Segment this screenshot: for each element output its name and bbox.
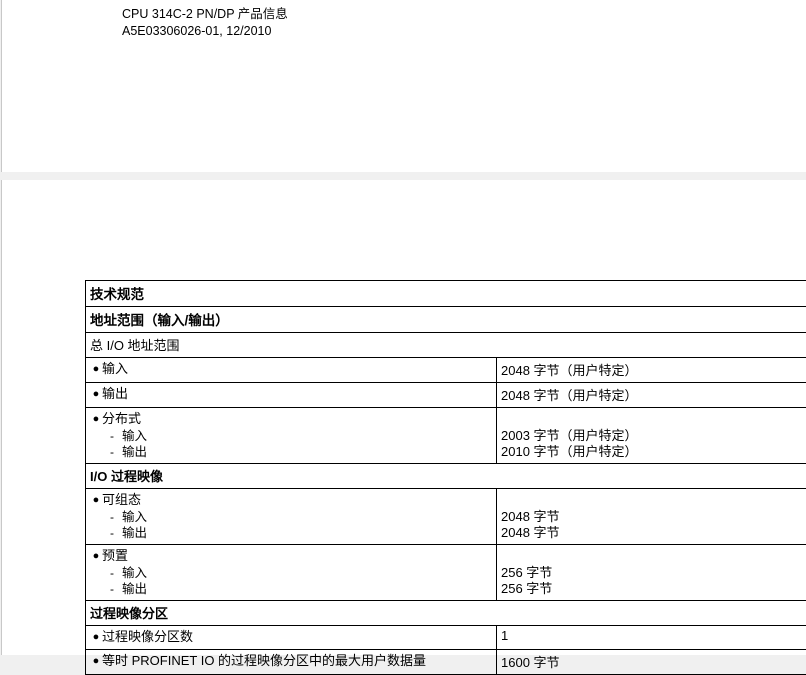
bullet-icon: ● (90, 410, 102, 428)
table-title-row: 技术规范 (86, 281, 806, 307)
section-addr-row: 地址范围（输入/输出） (86, 307, 806, 333)
val-preset-in: 256 字节 (501, 565, 802, 581)
dash-icon: - (102, 581, 122, 597)
bullet-icon: ● (90, 547, 102, 565)
row-io-image: I/O 过程映像 (86, 464, 806, 489)
cell-partcount-label: ● 过程映像分区数 (86, 626, 497, 650)
dash-icon: - (102, 565, 122, 581)
bullet-icon: ● (90, 360, 102, 378)
sub-in: 输入 (122, 428, 492, 444)
sub-preset-in: 输入 (122, 565, 492, 581)
spec-table: 技术规范 地址范围（输入/输出） 总 I/O 地址范围 ● 输入 2048 字节… (85, 280, 806, 675)
section-addr: 地址范围（输入/输出） (86, 307, 806, 333)
label-output: 输出 (102, 385, 492, 403)
row-distributed: ● 分布式 - 输入 - 输出 (86, 408, 806, 464)
cell-output-label: ● 输出 (86, 383, 497, 408)
label-preset: 预置 (102, 547, 492, 565)
label-partcount: 过程映像分区数 (102, 628, 492, 646)
page-bottom: 技术规范 地址范围（输入/输出） 总 I/O 地址范围 ● 输入 2048 字节… (1, 180, 806, 655)
val-cfg-out: 2048 字节 (501, 525, 802, 541)
sub-cfg-in: 输入 (122, 509, 492, 525)
cell-preset-label: ● 预置 - 输入 - 输出 (86, 545, 497, 601)
dash-icon: - (102, 428, 122, 444)
row-image-partition: 过程映像分区 (86, 601, 806, 626)
cell-image-partition: 过程映像分区 (86, 601, 806, 626)
spec-table-wrap: 技术规范 地址范围（输入/输出） 总 I/O 地址范围 ● 输入 2048 字节… (85, 280, 806, 675)
row-preset: ● 预置 - 输入 - 输出 (86, 545, 806, 601)
row-input: ● 输入 2048 字节（用户特定） (86, 358, 806, 383)
sub-out: 输出 (122, 444, 492, 460)
cell-cfg-val: 2048 字节 2048 字节 (497, 489, 806, 545)
val-cfg-in: 2048 字节 (501, 509, 802, 525)
label-cfg: 可组态 (102, 491, 492, 509)
val-preset-out: 256 字节 (501, 581, 802, 597)
cell-dist-label: ● 分布式 - 输入 - 输出 (86, 408, 497, 464)
cell-output-val: 2048 字节（用户特定） (497, 383, 806, 408)
row-configurable: ● 可组态 - 输入 - 输出 (86, 489, 806, 545)
dash-icon: - (102, 525, 122, 541)
row-total-io: 总 I/O 地址范围 (86, 333, 806, 358)
cell-partcount-val: 1 (497, 626, 806, 650)
bullet-icon: ● (90, 385, 102, 403)
cell-io-image: I/O 过程映像 (86, 464, 806, 489)
label-input: 输入 (102, 360, 492, 378)
cell-preset-val: 256 字节 256 字节 (497, 545, 806, 601)
row-partition-count: ● 过程映像分区数 1 (86, 626, 806, 650)
val-dist-out: 2010 字节（用户特定） (501, 444, 802, 460)
doc-header: CPU 314C-2 PN/DP 产品信息 A5E03306026-01, 12… (122, 6, 288, 40)
cell-dist-val: 2003 字节（用户特定） 2010 字节（用户特定） (497, 408, 806, 464)
table-title: 技术规范 (86, 281, 806, 307)
cell-profinet-label: ● 等时 PROFINET IO 的过程映像分区中的最大用户数据量 (86, 650, 497, 675)
sub-preset-out: 输出 (122, 581, 492, 597)
bullet-icon: ● (90, 491, 102, 509)
header-line2: A5E03306026-01, 12/2010 (122, 23, 288, 40)
val-dist-in: 2003 字节（用户特定） (501, 428, 802, 444)
header-line1: CPU 314C-2 PN/DP 产品信息 (122, 6, 288, 23)
cell-profinet-val: 1600 字节 (497, 650, 806, 675)
sub-cfg-out: 输出 (122, 525, 492, 541)
page-top: CPU 314C-2 PN/DP 产品信息 A5E03306026-01, 12… (1, 0, 806, 172)
cell-total-io: 总 I/O 地址范围 (86, 333, 806, 358)
dash-icon: - (102, 444, 122, 460)
cell-input-label: ● 输入 (86, 358, 497, 383)
label-dist: 分布式 (102, 410, 492, 428)
dash-icon: - (102, 509, 122, 525)
row-profinet-max: ● 等时 PROFINET IO 的过程映像分区中的最大用户数据量 1600 字… (86, 650, 806, 675)
cell-input-val: 2048 字节（用户特定） (497, 358, 806, 383)
row-output: ● 输出 2048 字节（用户特定） (86, 383, 806, 408)
bullet-icon: ● (90, 628, 102, 646)
cell-cfg-label: ● 可组态 - 输入 - 输出 (86, 489, 497, 545)
